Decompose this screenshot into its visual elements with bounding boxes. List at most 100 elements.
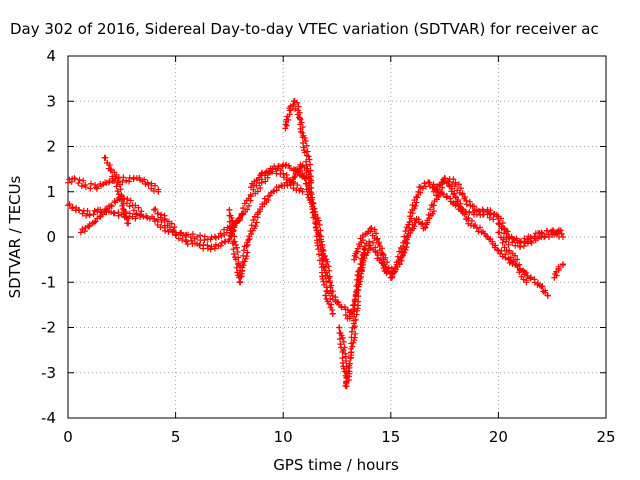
data-point — [319, 257, 326, 264]
data-point — [305, 185, 312, 192]
data-point — [353, 248, 360, 255]
data-point — [211, 245, 218, 252]
data-point — [496, 229, 503, 236]
data-point — [127, 197, 134, 204]
data-point — [244, 249, 251, 256]
data-point — [232, 256, 239, 263]
data-point — [514, 256, 521, 263]
data-point — [431, 198, 438, 205]
data-point — [322, 272, 329, 279]
data-point — [455, 196, 462, 203]
data-point — [320, 278, 327, 285]
data-point — [215, 234, 222, 240]
data-point — [92, 218, 99, 225]
data-point — [376, 239, 383, 246]
data-point — [417, 189, 424, 196]
data-point — [92, 184, 99, 191]
data-point — [520, 267, 527, 274]
x-tick-label: 10 — [274, 428, 293, 446]
data-point — [443, 193, 450, 200]
data-point — [430, 208, 437, 215]
data-point — [217, 242, 224, 249]
data-point — [516, 265, 523, 272]
data-point — [457, 185, 464, 192]
data-point — [516, 269, 523, 276]
data-point — [558, 230, 565, 237]
y-axis: 4 3 2 1 0 -1 -2 -3 -4 — [41, 47, 606, 427]
data-point — [559, 234, 566, 240]
data-point — [274, 165, 281, 172]
data-point — [150, 187, 157, 194]
data-point — [126, 210, 133, 217]
data-point — [261, 195, 268, 202]
data-point — [337, 341, 344, 348]
data-point — [301, 134, 308, 141]
data-point — [237, 273, 244, 280]
data-point — [320, 263, 327, 270]
data-point — [550, 227, 557, 234]
data-point — [524, 236, 531, 243]
y-axis-label: SDTVAR / TECUs — [6, 175, 24, 298]
data-point — [425, 211, 432, 218]
data-point — [303, 162, 310, 169]
data-point — [322, 292, 329, 299]
data-point — [307, 176, 314, 183]
data-point — [313, 227, 320, 234]
data-point — [326, 300, 333, 307]
data-point — [447, 195, 454, 202]
data-point — [78, 183, 85, 190]
data-point — [80, 177, 87, 184]
data-point — [288, 179, 295, 186]
data-point — [360, 246, 367, 253]
data-point — [321, 267, 328, 274]
data-point — [66, 201, 73, 208]
data-point — [86, 212, 93, 219]
data-point — [229, 240, 236, 247]
data-point — [531, 276, 538, 283]
data-point — [491, 211, 498, 218]
data-point — [507, 254, 514, 261]
data-point — [244, 206, 251, 213]
data-point — [343, 357, 350, 364]
y-tick-label: 1 — [46, 183, 56, 201]
data-point — [316, 251, 323, 258]
data-point — [118, 196, 125, 203]
data-point — [162, 227, 169, 234]
data-point — [299, 188, 306, 195]
data-point — [228, 232, 235, 239]
data-point — [123, 177, 130, 184]
data-point — [255, 209, 262, 216]
data-point — [430, 202, 437, 209]
data-point — [123, 214, 130, 221]
data-point — [301, 149, 308, 156]
data-point — [102, 154, 109, 161]
data-point — [157, 214, 164, 221]
data-point — [290, 101, 297, 108]
data-point — [231, 251, 238, 258]
data-point — [476, 208, 483, 215]
data-point — [374, 235, 381, 242]
data-point — [338, 332, 345, 339]
data-point — [348, 340, 355, 347]
data-point — [359, 232, 366, 239]
data-point — [544, 292, 551, 299]
data-point — [455, 181, 462, 188]
data-point — [107, 167, 114, 174]
data-point — [351, 301, 358, 308]
data-point — [303, 174, 310, 181]
data-point — [316, 236, 323, 243]
data-point — [481, 230, 488, 237]
data-point — [413, 199, 420, 206]
data-point — [506, 259, 513, 266]
data-point — [538, 283, 545, 290]
data-point — [148, 180, 155, 187]
data-point — [414, 194, 421, 201]
data-point — [307, 191, 314, 198]
data-point — [120, 174, 127, 181]
data-point — [353, 290, 360, 297]
data-point — [355, 293, 362, 300]
data-point — [402, 246, 409, 253]
data-point — [115, 175, 122, 182]
data-point — [283, 161, 290, 168]
data-point — [411, 223, 418, 230]
